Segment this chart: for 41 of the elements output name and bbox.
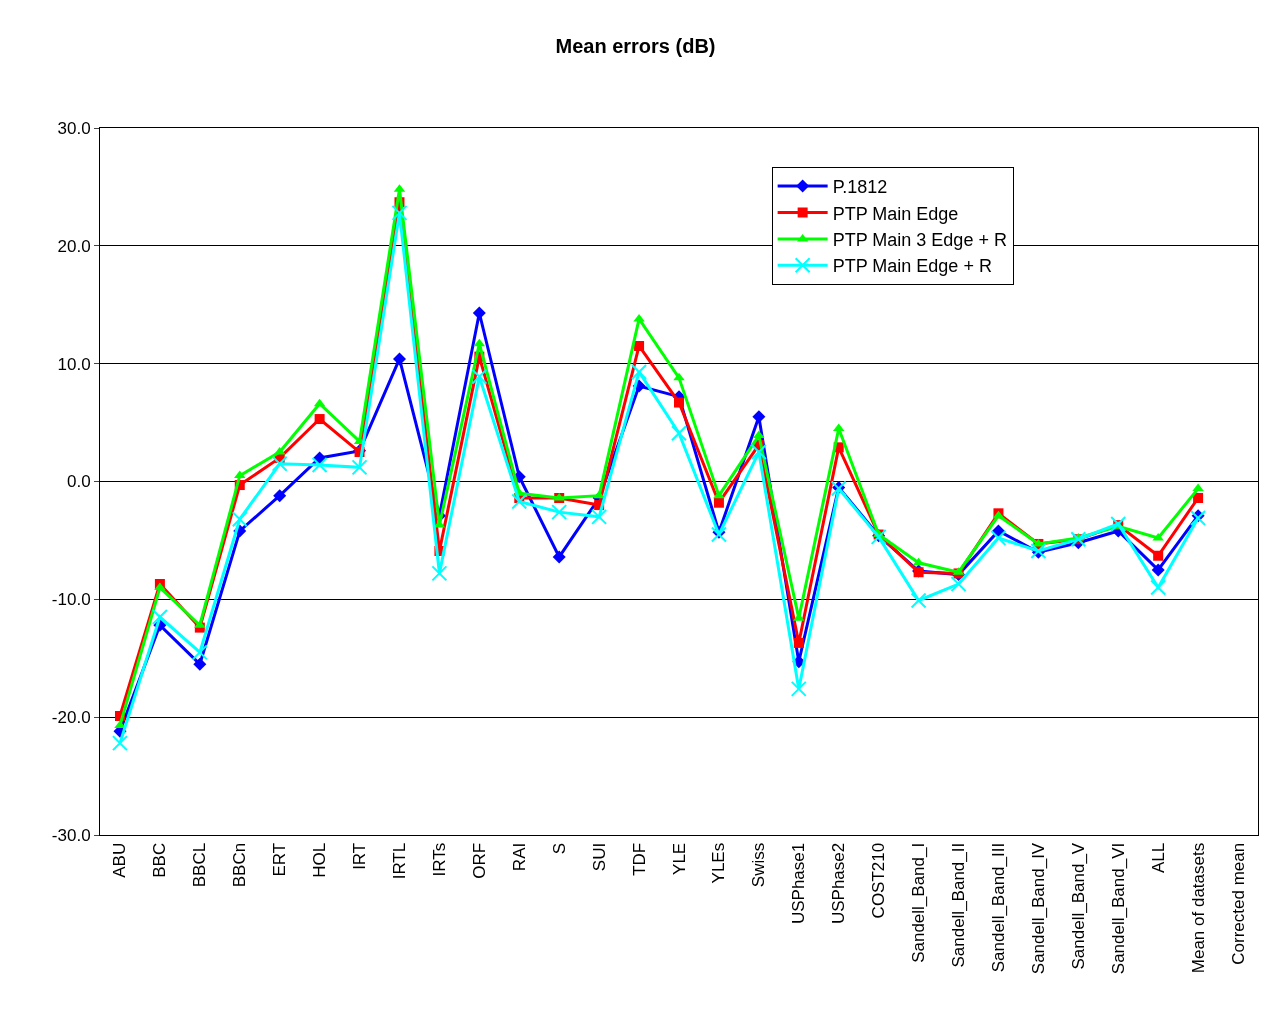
x-tick-label: IRT <box>350 842 370 870</box>
y-tick-label: 10.0 <box>57 354 91 374</box>
x-tick-label: IRTs <box>429 842 449 877</box>
x-tick-label: COST210 <box>869 842 889 919</box>
x-tick-label: SUI <box>589 842 609 872</box>
y-tick-label: 20.0 <box>57 236 91 256</box>
x-tick-label: Sandell_Band_II <box>949 842 969 968</box>
x-tick-label: IRTL <box>390 842 410 880</box>
x-tick-label: BBC <box>150 842 170 878</box>
x-tick-label: ORF <box>469 842 489 879</box>
x-tick-label: TDF <box>629 842 649 876</box>
x-tick-label: ALL <box>1148 842 1168 874</box>
x-tick-label: YLEs <box>709 842 729 884</box>
y-tick-label: -30.0 <box>51 825 91 845</box>
x-tick-label: USPhase2 <box>829 842 849 925</box>
x-tick-label: Sandell_Band_IV <box>1028 842 1048 975</box>
legend-label: PTP Main 3 Edge + R <box>832 229 1007 250</box>
x-tick-label: Sandell_Band_VI <box>1108 842 1128 975</box>
x-tick-label: BBCL <box>190 842 210 888</box>
y-tick-label: 30.0 <box>57 118 91 138</box>
x-tick-label: Corrected mean <box>1228 842 1248 965</box>
x-tick-label: Swiss <box>749 842 769 888</box>
x-tick-label: S <box>549 842 569 855</box>
x-tick-label: Sandell_Band_III <box>988 842 1008 973</box>
x-tick-label: HOL <box>310 842 330 878</box>
x-tick-label: RAI <box>509 842 529 872</box>
legend-label: PTP Main Edge <box>832 203 959 224</box>
x-tick-label: Sandell_Band_V <box>1068 842 1088 970</box>
x-tick-label: Sandell_Band_I <box>909 842 929 963</box>
y-tick-label: 0.0 <box>66 472 91 492</box>
x-tick-label: USPhase1 <box>789 842 809 925</box>
x-tick-label: YLE <box>669 842 689 875</box>
y-tick-label: -20.0 <box>51 708 91 728</box>
legend-label: PTP Main Edge + R <box>832 256 992 277</box>
legend-label: P.1812 <box>832 177 888 198</box>
x-tick-label: ERT <box>270 842 290 877</box>
y-tick-label: -10.0 <box>51 590 91 610</box>
chart-title: Mean errors (dB) <box>555 35 716 58</box>
x-tick-label: Mean of datasets <box>1188 842 1208 974</box>
x-tick-label: BBCn <box>230 842 250 888</box>
x-tick-label: ABU <box>110 842 130 878</box>
